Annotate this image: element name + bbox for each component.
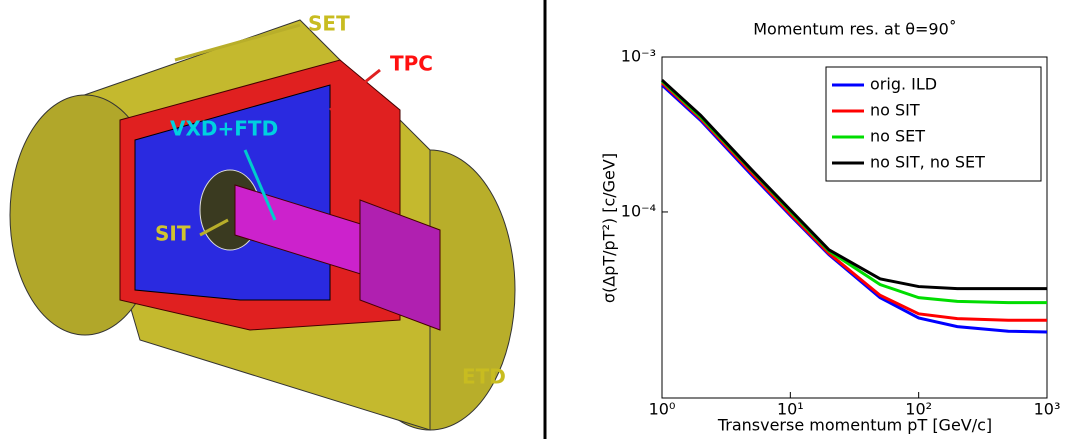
legend-label: no SIT bbox=[870, 101, 920, 120]
ftd-disk bbox=[359, 199, 441, 331]
label-sit: SIT bbox=[155, 222, 191, 246]
x-tick-label: 10¹ bbox=[777, 400, 804, 419]
x-tick-label: 10² bbox=[905, 400, 932, 419]
legend-label: no SIT, no SET bbox=[870, 153, 985, 172]
x-tick-label: 10⁰ bbox=[649, 400, 676, 419]
detector-drawing: SET TPC VXD+FTD SIT ETD bbox=[9, 12, 516, 431]
leader bbox=[174, 23, 301, 62]
chart-title: Momentum res. at θ=90˚ bbox=[753, 20, 957, 39]
legend-label: no SET bbox=[870, 127, 925, 146]
leader bbox=[329, 68, 381, 112]
label-etd: ETD bbox=[462, 365, 506, 389]
label-tpc: TPC bbox=[390, 52, 433, 76]
x-tick-label: 10³ bbox=[1034, 400, 1061, 419]
label-vxd-ftd: VXD+FTD bbox=[170, 117, 278, 141]
legend-label: orig. ILD bbox=[870, 75, 937, 94]
y-tick-label: 10⁻³ bbox=[621, 47, 656, 66]
plot-frame bbox=[661, 56, 1048, 399]
label-set: SET bbox=[308, 12, 350, 36]
leader bbox=[243, 149, 277, 221]
y-axis-label: σ(ΔpT/pT²) [c/GeV] bbox=[600, 153, 619, 303]
leader bbox=[443, 344, 472, 376]
x-axis-label: Transverse momentum pT [GeV/c] bbox=[717, 416, 992, 435]
y-tick-label: 10⁻⁴ bbox=[621, 201, 656, 220]
series-line bbox=[660, 78, 1047, 291]
leader bbox=[199, 218, 229, 237]
